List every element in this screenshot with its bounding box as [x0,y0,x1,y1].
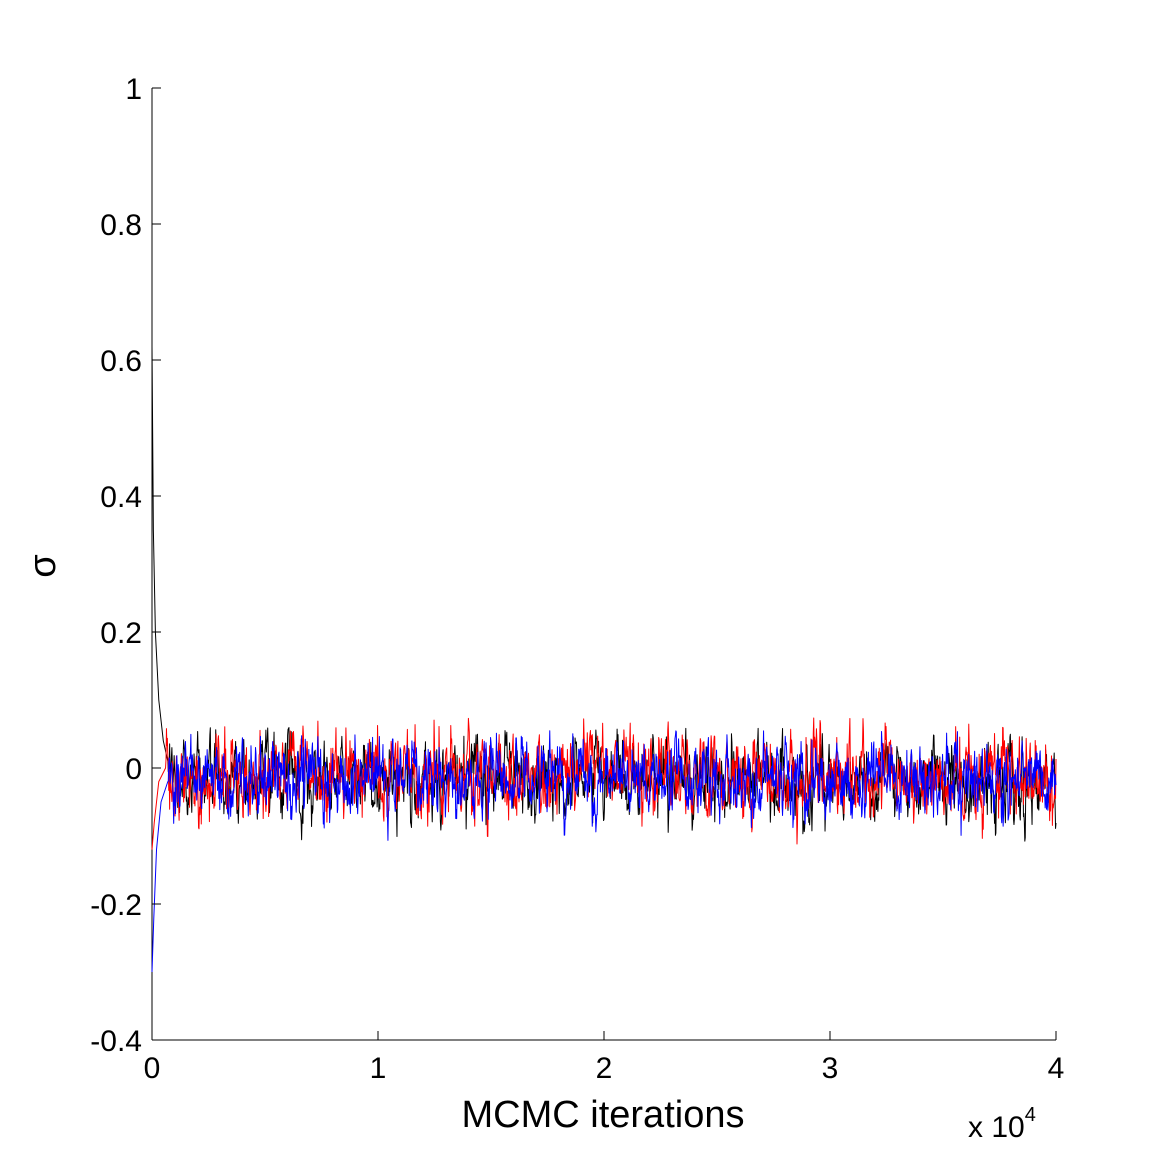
y-tick-label: 0.2 [100,617,142,650]
series-group [151,346,1057,973]
series-line [151,730,1057,973]
y-tick-label: 0.4 [100,481,142,514]
x-tick-label: 0 [144,1052,161,1085]
x-tick-label: 4 [1048,1052,1065,1085]
x-tick-label: 2 [596,1052,613,1085]
x-multiplier-base: x 10 [968,1111,1025,1144]
x-tick-label: 3 [822,1052,839,1085]
y-tick-label: 0 [125,753,142,786]
y-tick-label: -0.4 [90,1025,142,1058]
y-tick-label: -0.2 [90,889,142,922]
y-tick-label: 0.6 [100,345,142,378]
ticks: -0.4 -0.2 0 0.2 0.4 0.6 0.8 1 0 1 2 3 4 [90,73,1064,1085]
x-axis-label: MCMC iterations [462,1094,745,1136]
x-axis-multiplier: x 104 [968,1104,1036,1144]
axes [151,88,1056,1041]
x-multiplier-exponent: 4 [1025,1104,1036,1126]
x-tick-label: 1 [370,1052,387,1085]
y-axis-label: σ [22,554,64,577]
y-tick-label: 0.8 [100,209,142,242]
y-tick-label: 1 [125,73,142,106]
